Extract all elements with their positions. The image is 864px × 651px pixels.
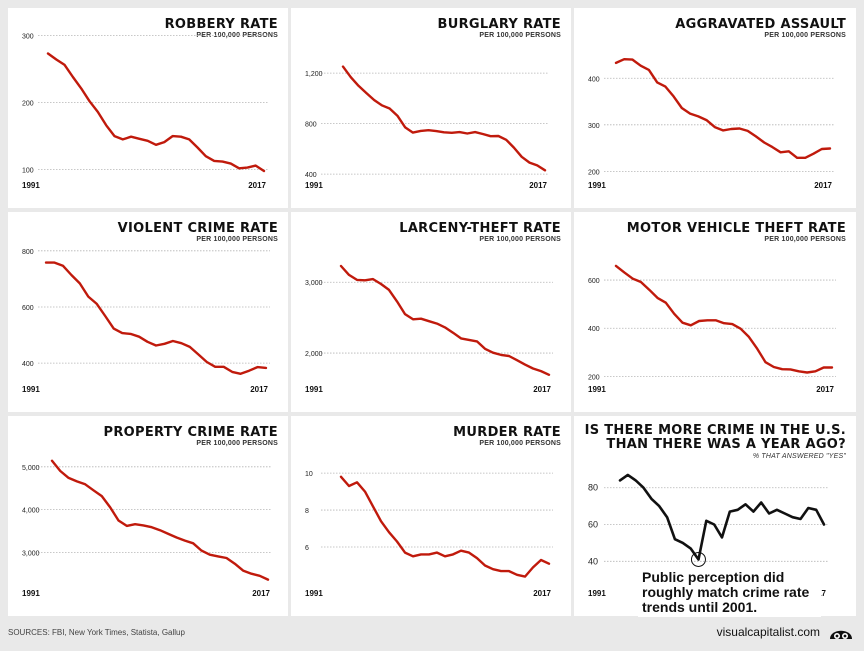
panel-crime-perception: IS THERE MORE CRIME IN THE U.S. THAN THE… [574, 416, 856, 617]
y-tick-label: 400 [305, 172, 317, 179]
chart-subtitle: PER 100,000 PERSONS [196, 440, 278, 447]
x-end-label: 2017 [814, 181, 832, 190]
chart-larceny-theft: 2,000 3,000 1991 2017 [305, 264, 553, 394]
x-start-label: 1991 [588, 589, 606, 598]
chart-aggravated-assault: 200 300 400 1991 2017 [588, 58, 834, 190]
y-tick-label: 80 [588, 483, 598, 493]
chart-title: LARCENY-THEFT RATE [399, 221, 561, 236]
chart-title: MOTOR VEHICLE THEFT RATE [626, 221, 846, 236]
chart-grid: ROBBERY RATE PER 100,000 PERSONS 100 200 3… [8, 8, 856, 617]
series-line [614, 264, 834, 374]
y-tick-label: 40 [588, 556, 598, 566]
chart-title: AGGRAVATED ASSAULT [675, 17, 846, 32]
chart-subtitle: PER 100,000 PERSONS [479, 32, 561, 39]
chart-title: ROBBERY RATE [164, 17, 278, 32]
series-line [339, 264, 551, 376]
y-tick-label: 600 [22, 305, 34, 312]
y-tick-label: 5,000 [22, 465, 40, 472]
chart-title: PROPERTY CRIME RATE [103, 425, 278, 440]
series-line [614, 58, 832, 159]
x-start-label: 1991 [22, 589, 40, 598]
panel-violent-crime: VIOLENT CRIME RATE PER 100,000 PERSONS 4… [8, 212, 288, 412]
y-tick-label: 800 [22, 249, 34, 256]
chart-subtitle: PER 100,000 PERSONS [479, 236, 561, 243]
y-tick-label: 4,000 [22, 508, 40, 515]
y-tick-label: 60 [588, 520, 598, 530]
y-tick-label: 100 [22, 168, 34, 175]
x-start-label: 1991 [305, 181, 323, 190]
y-tick-label: 10 [305, 471, 313, 478]
highlight-marker [690, 551, 706, 567]
chart-title: VIOLENT CRIME RATE [117, 221, 278, 236]
x-end-label: 2017 [816, 385, 834, 394]
series-line [46, 52, 266, 173]
panel-robbery: ROBBERY RATE PER 100,000 PERSONS 100 200 3… [8, 8, 288, 208]
chart-subtitle: PER 100,000 PERSONS [196, 236, 278, 243]
chart-subtitle: % THAT ANSWERED "YES" [752, 453, 846, 460]
chart-violent-crime: 400 600 800 1991 2017 [22, 249, 270, 394]
panel-larceny-theft: LARCENY-THEFT RATE PER 100,000 PERSONS 2… [291, 212, 571, 412]
series-line [50, 459, 270, 581]
y-tick-label: 400 [588, 76, 600, 83]
x-end-label: 2017 [252, 589, 270, 598]
y-tick-label: 600 [588, 278, 600, 285]
chart-title-line-1: IS THERE MORE CRIME IN THE U.S. [584, 423, 846, 438]
series-line [339, 475, 551, 578]
x-end-label: 2017 [533, 589, 551, 598]
series-line [618, 473, 826, 561]
chart-subtitle: PER 100,000 PERSONS [479, 440, 561, 447]
y-tick-label: 200 [588, 169, 600, 176]
panel-property-crime: PROPERTY CRIME RATE PER 100,000 PERSONS … [8, 416, 288, 616]
chart-subtitle: PER 100,000 PERSONS [764, 32, 846, 39]
chart-murder: 6 8 10 1991 2017 [305, 471, 553, 598]
y-tick-label: 6 [305, 545, 309, 552]
panel-motor-vehicle-theft: MOTOR VEHICLE THEFT RATE PER 100,000 PER… [574, 212, 856, 412]
x-end-label: 2017 [248, 181, 266, 190]
y-tick-label: 300 [22, 33, 34, 40]
x-end-label: 2017 [533, 385, 551, 394]
visual-capitalist-logo-icon [830, 630, 852, 639]
chart-burglary: 400 800 1,200 1991 2017 [305, 65, 549, 190]
series-line [44, 261, 268, 375]
y-tick-label: 3,000 [305, 280, 323, 287]
brand-link[interactable]: visualcapitalist.com [716, 625, 820, 639]
y-tick-label: 400 [588, 326, 600, 333]
panel-aggravated-assault: AGGRAVATED ASSAULT PER 100,000 PERSONS 2… [574, 8, 856, 208]
y-tick-label: 2,000 [305, 351, 323, 358]
panel-burglary: BURGLARY RATE PER 100,000 PERSONS 400 800… [291, 8, 571, 208]
y-tick-label: 800 [305, 122, 317, 129]
chart-title: BURGLARY RATE [437, 17, 561, 32]
x-end-label: 2017 [250, 385, 268, 394]
annotation-callout: Public perception did roughly match crim… [638, 568, 821, 617]
y-tick-label: 3,000 [22, 550, 40, 557]
y-tick-label: 200 [22, 101, 34, 108]
y-tick-label: 8 [305, 508, 309, 515]
x-start-label: 1991 [588, 181, 606, 190]
x-start-label: 1991 [22, 385, 40, 394]
chart-robbery: 100 200 300 1991 2017 [22, 33, 268, 190]
x-start-label: 1991 [305, 589, 323, 598]
x-start-label: 1991 [588, 385, 606, 394]
y-tick-label: 200 [588, 374, 600, 381]
sources-note: SOURCES: FBI, New York Times, Statista, … [8, 628, 185, 637]
chart-subtitle: PER 100,000 PERSONS [764, 236, 846, 243]
panel-murder: MURDER RATE PER 100,000 PERSONS 6 8 10 1991… [291, 416, 571, 616]
x-start-label: 1991 [305, 385, 323, 394]
x-end-label: 2017 [529, 181, 547, 190]
chart-property-crime: 3,000 4,000 5,000 1991 2017 [22, 459, 272, 598]
y-tick-label: 300 [588, 123, 600, 130]
chart-title: IS THERE MORE CRIME IN THE U.S. THAN THE… [585, 424, 846, 452]
chart-motor-vehicle-theft: 200 400 600 1991 2017 [588, 264, 836, 394]
y-tick-label: 400 [22, 361, 34, 368]
chart-title-line-2: THAN THERE WAS A YEAR AGO? [606, 437, 846, 452]
x-start-label: 1991 [22, 181, 40, 190]
series-line [341, 65, 547, 172]
chart-title: MURDER RATE [453, 425, 561, 440]
y-tick-label: 1,200 [305, 71, 323, 78]
